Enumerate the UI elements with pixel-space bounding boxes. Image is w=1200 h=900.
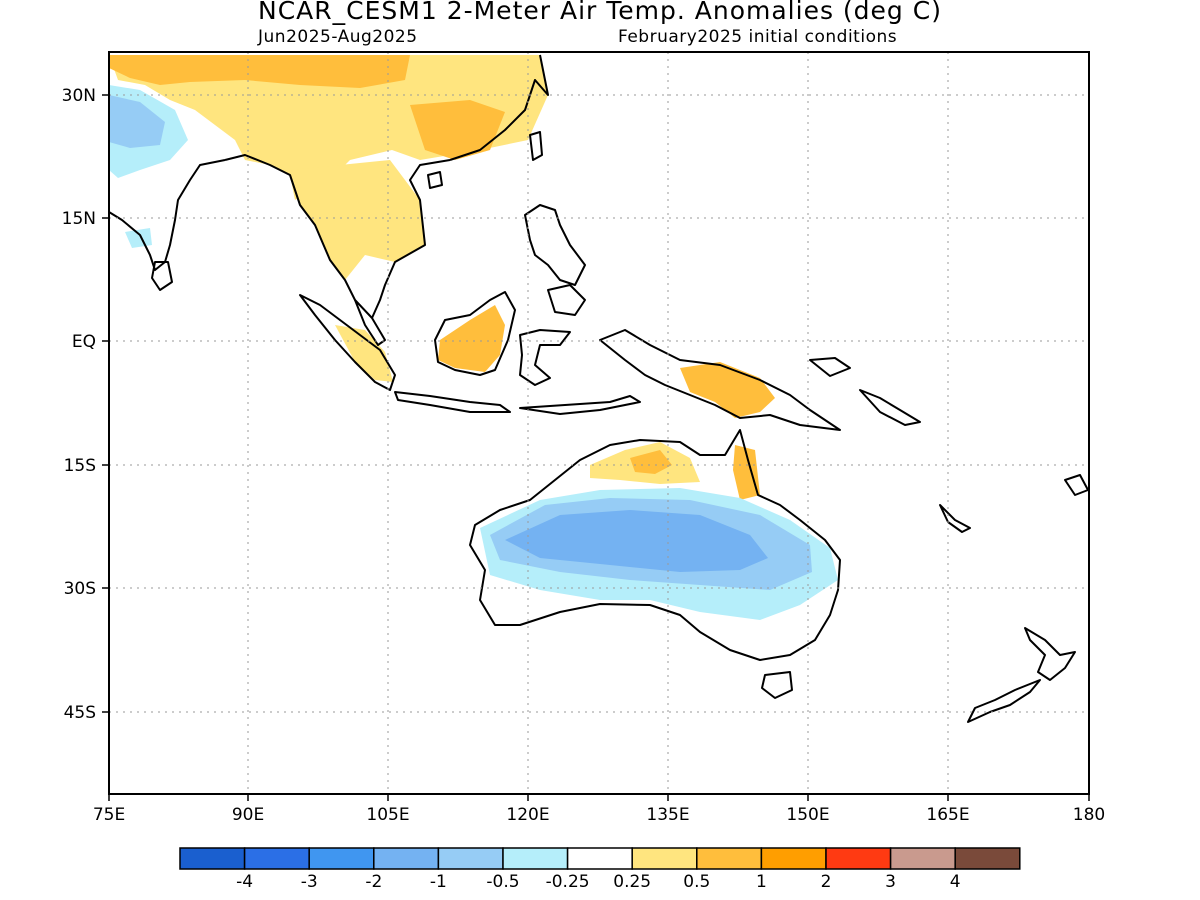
warm-anomaly-cape-york [733,445,760,500]
legend-swatch [502,847,569,870]
legend-swatch [566,847,633,870]
forecast-period: Jun2025-Aug2025 [258,27,418,47]
lat-label-eq: EQ [72,332,96,352]
legend-label: -0.25 [546,872,590,892]
legend-label: -2 [365,872,382,892]
coast-vanuatu [939,504,971,533]
lat-label-30s: 30S [64,579,96,599]
coast-borneo [434,291,516,376]
coast-taiwan [529,131,543,161]
coast-nz-north [1024,627,1076,681]
legend-swatch [437,847,504,870]
coast-sumatra [299,294,396,391]
lon-label-120e: 120E [506,805,549,825]
lon-label-105e: 105E [366,805,409,825]
warm-anomaly-south-china [410,100,505,160]
lon-label-75e: 75E [93,805,125,825]
legend-swatch [631,847,698,870]
warm-anomaly-east-asia [109,55,548,200]
chart-title: NCAR_CESM1 2-Meter Air Temp. Anomalies (… [258,0,942,25]
lon-label-135e: 135E [646,805,689,825]
legend-label: 2 [821,872,832,892]
legend-label: -3 [301,872,318,892]
coast-indochina [371,159,451,319]
legend-label: 1 [756,872,767,892]
coastlines [108,54,1089,723]
legend-swatch [954,847,1021,870]
coast-australia [469,429,841,661]
lat-label-30n: 30N [62,86,96,106]
coast-malay [354,299,386,346]
lon-labels: 75E 90E 105E 120E 135E 150E 165E 180 [93,805,1105,825]
warm-anomaly-borneo [438,305,505,372]
coast-java [394,391,511,413]
coast-new-britain [809,357,851,377]
lat-label-45s: 45S [64,703,96,723]
warm-anomaly-east-asia-strong [109,55,410,88]
coast-solomons [859,389,921,426]
warm-anomaly-sumatra [335,325,393,382]
legend-swatch [373,847,440,870]
legend-swatch [179,847,246,870]
coast-bay-of-bengal [224,154,373,319]
anomaly-fills [109,55,838,620]
coast-nz-south [967,679,1041,723]
coast-hainan [427,171,443,189]
legend-label: -1 [430,872,447,892]
legend-label: 4 [950,872,961,892]
coast-sri-lanka [151,261,173,291]
legend-swatch [308,847,375,870]
lat-label-15n: 15N [62,209,96,229]
map-frame [108,51,1090,795]
coast-china [449,54,549,161]
legend-label: 3 [885,872,896,892]
map-panel: 75E 90E 105E 120E 135E 150E 165E 180 30N… [62,51,1105,825]
coast-mindanao [547,284,586,316]
coast-new-guinea [599,329,841,431]
lat-labels: 30N 15N EQ 15S 30S 45S [62,86,96,723]
cool-anomaly-india-core [109,95,165,148]
legend-label: 0.25 [613,872,651,892]
coast-india [108,159,226,271]
cool-anomaly-australia-core [505,510,768,572]
legend-swatch [243,847,310,870]
color-legend: -4 -3 -2 -1 -0.5 -0.25 0.25 0.5 1 2 3 4 [179,847,1021,892]
legend-label: -0.5 [486,872,519,892]
axis-ticks [102,94,1090,801]
legend-label: -4 [236,872,253,892]
lon-label-180: 180 [1073,805,1105,825]
cool-anomaly-south-india [125,228,152,248]
lon-label-165e: 165E [926,805,969,825]
legend-swatch [760,847,827,870]
coast-sulawesi [519,329,571,386]
legend-swatch [889,847,956,870]
warm-anomaly-indochina [290,160,425,280]
legend-swatch [825,847,892,870]
lat-label-15s: 15S [64,456,96,476]
coast-lesser-sunda [519,395,641,415]
lon-label-90e: 90E [232,805,264,825]
graticule [109,52,1089,794]
lon-label-150e: 150E [786,805,829,825]
legend-label: 0.5 [683,872,710,892]
warm-anomaly-top-end-strong [630,450,672,474]
initial-conditions: February2025 initial conditions [618,27,898,47]
coast-tasmania [761,671,793,699]
coast-philippines [524,204,586,286]
legend-swatch [696,847,763,870]
